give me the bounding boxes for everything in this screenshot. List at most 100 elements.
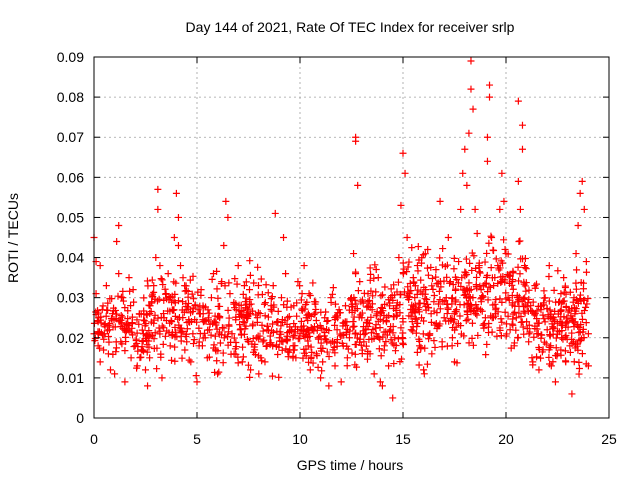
data-point: [275, 373, 283, 381]
data-point: [264, 289, 272, 297]
data-point: [472, 301, 480, 309]
data-point: [551, 378, 559, 386]
data-point: [427, 310, 435, 318]
data-point: [155, 295, 163, 303]
data-point: [225, 314, 233, 322]
data-point: [418, 314, 426, 322]
data-point: [414, 243, 422, 251]
data-point: [232, 316, 240, 324]
data-point: [503, 330, 511, 338]
data-point: [353, 334, 361, 342]
data-point: [540, 338, 548, 346]
data-point: [125, 274, 133, 282]
data-point: [348, 294, 355, 302]
data-point: [357, 298, 365, 306]
data-point: [578, 350, 586, 358]
data-point: [274, 307, 282, 315]
data-point: [394, 278, 402, 286]
data-point: [417, 345, 425, 353]
data-point: [230, 350, 238, 358]
data-point: [572, 250, 580, 258]
data-point: [300, 262, 308, 270]
data-point: [434, 279, 442, 287]
data-point: [455, 258, 463, 266]
data-point: [515, 277, 523, 285]
data-point: [257, 275, 265, 283]
data-point: [311, 309, 319, 317]
data-point: [483, 157, 491, 165]
data-point: [540, 287, 548, 295]
data-point: [535, 366, 543, 374]
data-point: [428, 282, 436, 290]
data-point: [256, 332, 264, 340]
data-point: [525, 295, 533, 303]
data-point: [508, 301, 516, 309]
data-point: [484, 296, 492, 304]
data-point: [366, 264, 374, 272]
data-point: [450, 254, 458, 262]
data-point: [315, 334, 323, 342]
data-point: [432, 266, 440, 274]
axis-ticks: [93, 56, 610, 419]
data-point: [483, 133, 491, 141]
data-point: [545, 262, 553, 270]
data-point: [185, 356, 193, 364]
data-point: [305, 329, 313, 337]
data-point: [352, 268, 360, 276]
data-point: [153, 344, 161, 352]
data-point: [246, 373, 254, 381]
data-point: [348, 308, 356, 316]
data-point: [362, 318, 370, 326]
data-point: [137, 346, 145, 354]
data-point: [399, 318, 407, 326]
data-point: [530, 333, 538, 341]
data-point: [341, 302, 349, 310]
data-point: [379, 291, 387, 299]
data-point: [572, 307, 580, 315]
data-point: [343, 354, 351, 362]
data-point: [323, 317, 331, 325]
data-point: [490, 282, 498, 290]
data-point: [478, 307, 486, 315]
data-point: [444, 234, 452, 241]
data-point: [420, 370, 428, 378]
data-point: [166, 319, 174, 327]
data-point: [469, 341, 477, 349]
data-point: [570, 304, 578, 312]
data-point: [286, 346, 294, 354]
data-point: [140, 294, 148, 302]
data-point: [215, 368, 223, 376]
data-point: [154, 205, 162, 213]
data-point: [102, 282, 110, 290]
data-point: [391, 334, 399, 342]
data-point: [119, 287, 127, 295]
data-point: [468, 266, 476, 274]
data-point: [199, 302, 207, 310]
data-point: [197, 286, 205, 294]
data-point: [112, 348, 120, 356]
data-point: [150, 335, 158, 343]
data-point: [352, 329, 360, 337]
x-tick-label: 5: [193, 431, 201, 447]
data-point: [260, 300, 268, 308]
data-point: [259, 327, 267, 335]
data-point: [261, 299, 269, 307]
data-point: [496, 324, 504, 332]
data-point: [420, 300, 428, 308]
data-point: [403, 268, 411, 276]
data-point: [515, 293, 523, 301]
data-point: [554, 267, 562, 275]
data-point: [365, 296, 373, 304]
data-point: [163, 327, 171, 335]
data-point: [232, 300, 240, 308]
data-point: [452, 285, 460, 293]
x-tick-label: 15: [395, 431, 411, 447]
data-point: [421, 250, 429, 258]
data-point: [354, 287, 362, 295]
data-point: [170, 278, 178, 286]
data-point: [367, 329, 375, 337]
data-point: [214, 370, 222, 378]
data-point: [159, 340, 167, 348]
data-point: [337, 378, 345, 386]
data-point: [174, 242, 182, 250]
